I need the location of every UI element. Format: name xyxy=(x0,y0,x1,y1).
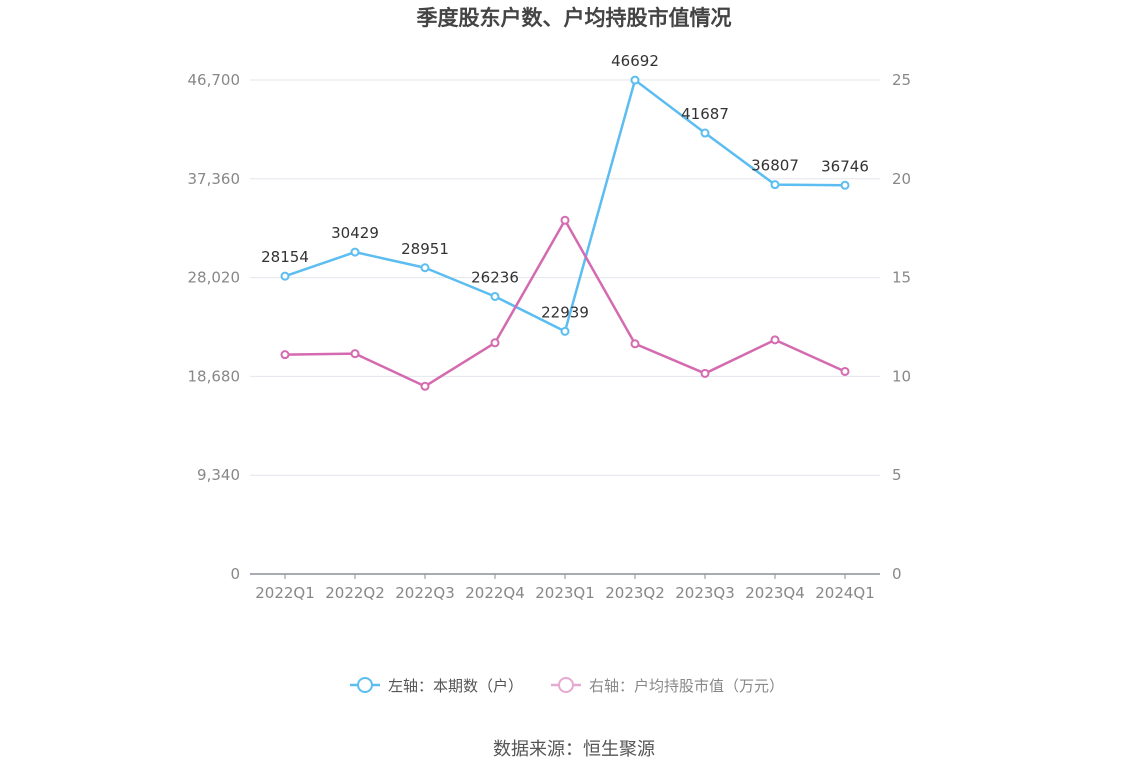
gridlines xyxy=(250,79,880,476)
data-label: 28154 xyxy=(261,248,309,266)
legend-label: 右轴：户均持股市值（万元） xyxy=(589,677,784,695)
data-point xyxy=(490,291,500,301)
chart-title: 季度股东户数、户均持股市值情况 xyxy=(417,6,732,30)
right-tick-label: 10 xyxy=(892,367,911,385)
data-point xyxy=(350,349,360,359)
data-point xyxy=(770,335,780,345)
source-note: 数据来源：恒生聚源 xyxy=(493,739,655,760)
legend-item-0[interactable]: 左轴：本期数（户） xyxy=(350,677,523,695)
right-tick-label: 25 xyxy=(892,71,911,89)
data-point xyxy=(630,75,640,85)
x-tick-label: 2023Q3 xyxy=(675,584,735,602)
legend-item-1[interactable]: 右轴：户均持股市值（万元） xyxy=(551,677,784,695)
x-tick-label: 2023Q1 xyxy=(535,584,595,602)
left-tick-label: 28,020 xyxy=(188,269,241,287)
legend[interactable]: 左轴：本期数（户） 右轴：户均持股市值（万元） xyxy=(350,677,784,695)
x-tick-label: 2022Q3 xyxy=(395,584,455,602)
data-point xyxy=(840,366,850,376)
left-tick-label: 9,340 xyxy=(197,466,240,484)
x-tick-label: 2023Q2 xyxy=(605,584,665,602)
data-label: 41687 xyxy=(681,105,729,123)
left-tick-label: 18,680 xyxy=(188,367,241,385)
legend-marker xyxy=(558,677,574,693)
x-tick-label: 2023Q4 xyxy=(745,584,805,602)
data-point xyxy=(700,128,710,138)
data-label: 22939 xyxy=(541,303,589,321)
data-point xyxy=(280,350,290,360)
right-tick-label: 0 xyxy=(892,565,902,583)
right-tick-label: 15 xyxy=(892,269,911,287)
data-point xyxy=(350,247,360,257)
data-point xyxy=(490,338,500,348)
data-label: 36746 xyxy=(821,157,869,175)
data-point xyxy=(560,326,570,336)
data-label: 46692 xyxy=(611,52,659,70)
legend-marker xyxy=(357,677,373,693)
x-tick-label: 2024Q1 xyxy=(815,584,875,602)
data-point xyxy=(560,215,570,225)
x-tick-label: 2022Q4 xyxy=(465,584,525,602)
data-label: 30429 xyxy=(331,224,379,242)
data-label: 28951 xyxy=(401,240,449,258)
data-label: 26236 xyxy=(471,268,519,286)
series-layer: 28154 30429 28951 26236 22939 46692 41687 36807… xyxy=(261,52,869,391)
x-tick-label: 2022Q2 xyxy=(325,584,385,602)
data-point xyxy=(630,339,640,349)
data-point xyxy=(420,263,430,273)
right-axis-ticks: 0 5 10 15 20 25 xyxy=(892,71,911,583)
legend-label: 左轴：本期数（户） xyxy=(388,677,523,695)
left-tick-label: 46,700 xyxy=(188,71,241,89)
x-tick-label: 2022Q1 xyxy=(255,584,315,602)
left-tick-label: 37,360 xyxy=(188,170,241,188)
data-point xyxy=(420,381,430,391)
series-line-0 xyxy=(284,78,846,333)
right-tick-label: 20 xyxy=(892,170,911,188)
left-axis-ticks: 0 9,340 18,680 28,020 37,360 46,700 xyxy=(188,71,241,583)
data-point xyxy=(770,180,780,190)
x-axis: 2022Q1 2022Q2 2022Q3 2022Q4 2023Q1 2023Q2 2023… xyxy=(250,573,880,602)
data-point xyxy=(700,368,710,378)
data-label: 36807 xyxy=(751,157,799,175)
data-point xyxy=(280,271,290,281)
right-tick-label: 5 xyxy=(892,466,902,484)
data-point xyxy=(840,180,850,190)
left-tick-label: 0 xyxy=(230,565,240,583)
